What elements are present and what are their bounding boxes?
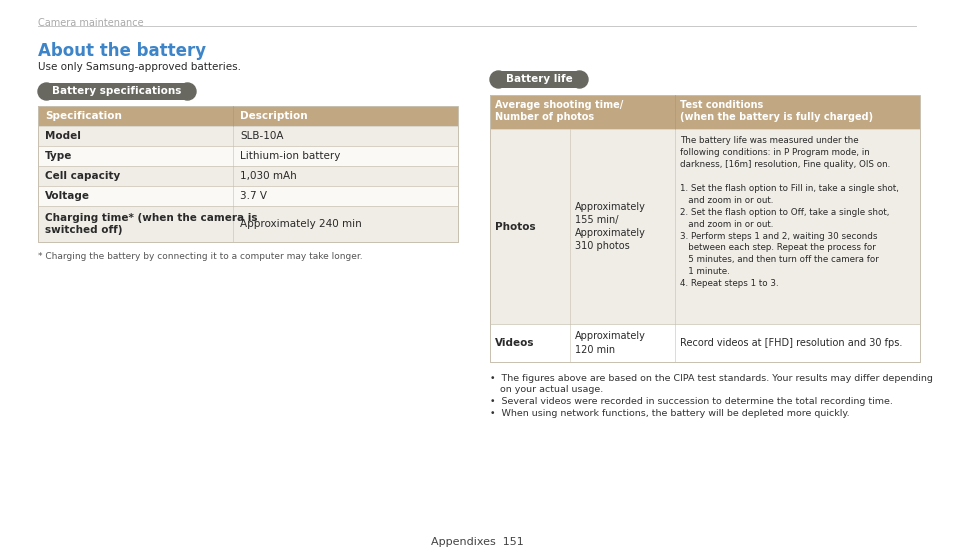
- Bar: [490, 95, 919, 129]
- Text: Videos: Videos: [495, 338, 534, 348]
- Bar: [490, 129, 919, 324]
- Text: Description: Description: [240, 111, 307, 121]
- Bar: [38, 186, 457, 206]
- Text: 1,030 mAh: 1,030 mAh: [240, 171, 296, 181]
- Bar: [38, 126, 457, 146]
- Text: Photos: Photos: [495, 222, 535, 232]
- Text: Test conditions
(when the battery is fully charged): Test conditions (when the battery is ful…: [679, 100, 872, 123]
- Text: Average shooting time/
Number of photos: Average shooting time/ Number of photos: [495, 100, 622, 123]
- Text: •  When using network functions, the battery will be depleted more quickly.: • When using network functions, the batt…: [490, 408, 849, 418]
- Text: Approximately
155 min/
Approximately
310 photos: Approximately 155 min/ Approximately 310…: [575, 202, 645, 251]
- Text: Approximately 240 min: Approximately 240 min: [240, 219, 361, 229]
- Bar: [498, 71, 578, 88]
- Text: Type: Type: [45, 151, 72, 161]
- Text: on your actual usage.: on your actual usage.: [499, 385, 602, 394]
- Text: Cell capacity: Cell capacity: [45, 171, 120, 181]
- Bar: [38, 166, 457, 186]
- Bar: [38, 146, 457, 166]
- Bar: [38, 106, 457, 242]
- Text: Voltage: Voltage: [45, 191, 90, 201]
- Text: Lithium-ion battery: Lithium-ion battery: [240, 151, 340, 161]
- Text: Specification: Specification: [45, 111, 122, 121]
- Circle shape: [38, 83, 55, 100]
- Text: 3.7 V: 3.7 V: [240, 191, 267, 201]
- Text: * Charging the battery by connecting it to a computer may take longer.: * Charging the battery by connecting it …: [38, 252, 362, 261]
- Text: Charging time* (when the camera is
switched off): Charging time* (when the camera is switc…: [45, 213, 257, 235]
- Text: Record videos at [FHD] resolution and 30 fps.: Record videos at [FHD] resolution and 30…: [679, 338, 902, 348]
- Text: About the battery: About the battery: [38, 42, 206, 60]
- Text: •  The figures above are based on the CIPA test standards. Your results may diff: • The figures above are based on the CIP…: [490, 374, 932, 383]
- Text: SLB-10A: SLB-10A: [240, 131, 283, 141]
- Text: Camera maintenance: Camera maintenance: [38, 18, 144, 28]
- Bar: [490, 95, 919, 362]
- Text: •  Several videos were recorded in succession to determine the total recording t: • Several videos were recorded in succes…: [490, 397, 892, 406]
- Text: The battery life was measured under the
following conditions: in P Program mode,: The battery life was measured under the …: [679, 136, 898, 289]
- Text: Battery specifications: Battery specifications: [52, 86, 181, 96]
- Bar: [38, 206, 457, 242]
- Text: Use only Samsung-approved batteries.: Use only Samsung-approved batteries.: [38, 62, 241, 72]
- Circle shape: [571, 71, 587, 88]
- Bar: [47, 83, 188, 100]
- Circle shape: [179, 83, 195, 100]
- Text: Approximately
120 min: Approximately 120 min: [575, 331, 645, 355]
- Text: Battery life: Battery life: [505, 75, 572, 85]
- Circle shape: [490, 71, 506, 88]
- Bar: [38, 106, 457, 126]
- Text: Model: Model: [45, 131, 81, 141]
- Text: Appendixes  151: Appendixes 151: [430, 537, 523, 547]
- Bar: [490, 324, 919, 362]
